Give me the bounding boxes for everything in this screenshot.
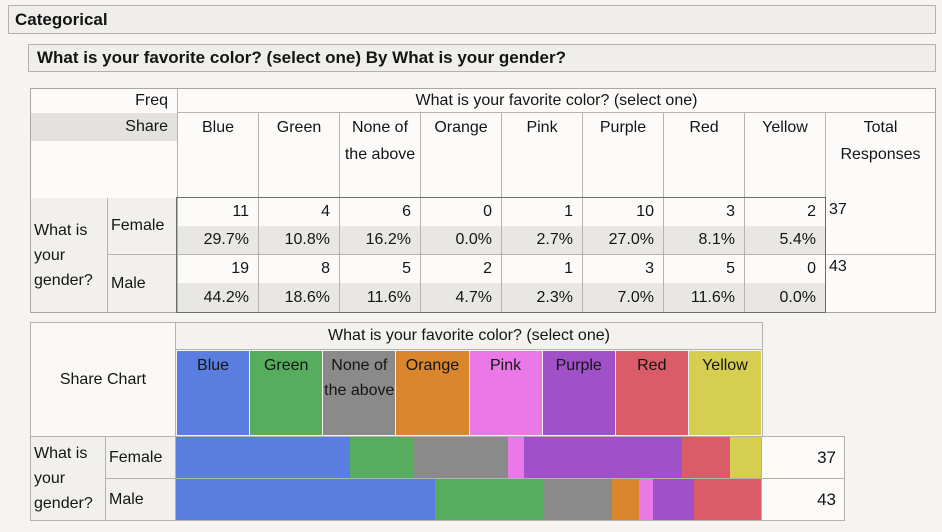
col-header-total-responses: Total Responses — [825, 113, 935, 198]
count-male-blue: 19 — [177, 255, 258, 283]
row-label-male: Male — [107, 255, 177, 312]
share-chart-row-group-label: What is your gender? — [30, 436, 106, 521]
share-chart-row-label-female: Female — [105, 436, 176, 479]
count-male-purple: 3 — [582, 255, 663, 283]
legend-swatch-purple: Purple — [542, 351, 615, 435]
share-male-blue: 44.2% — [177, 283, 258, 312]
outline-title-report-label: What is your favorite color? (select one… — [37, 48, 566, 67]
column-span-header: What is your favorite color? (select one… — [177, 89, 935, 113]
share-chart-total-male: 43 — [761, 478, 845, 521]
share-female-blue: 29.7% — [177, 226, 258, 255]
share-female-yellow: 5.4% — [744, 226, 825, 255]
col-header-blue: Blue — [177, 113, 258, 198]
share-chart-title: Share Chart — [30, 322, 176, 437]
freq-share-table: Freq What is your favorite color? (selec… — [30, 88, 936, 313]
share-bar-male — [175, 478, 763, 521]
count-female-orange: 0 — [420, 198, 501, 226]
bar-segment-female-red — [682, 437, 730, 478]
col-header-none-of-the-above: None of the above — [339, 113, 420, 198]
count-female-pink: 1 — [501, 198, 582, 226]
share-bar-female — [175, 436, 763, 479]
share-female-red: 8.1% — [663, 226, 744, 255]
header-spacer — [31, 141, 177, 198]
legend-swatch-pink: Pink — [469, 351, 542, 435]
share-male-red: 11.6% — [663, 283, 744, 312]
count-female-none: 6 — [339, 198, 420, 226]
total-responses-female: 37 — [825, 198, 935, 255]
share-female-orange: 0.0% — [420, 226, 501, 255]
bar-segment-male-purple — [652, 479, 694, 520]
total-responses-male: 43 — [825, 255, 935, 312]
bar-segment-male-orange — [611, 479, 640, 520]
share-chart-row-label-male: Male — [105, 478, 176, 521]
bar-segment-female-none-of-the-above — [413, 437, 509, 478]
count-female-green: 4 — [258, 198, 339, 226]
count-female-blue: 11 — [177, 198, 258, 226]
count-male-pink: 1 — [501, 255, 582, 283]
legend-swatch-yellow: Yellow — [688, 351, 761, 435]
col-header-green: Green — [258, 113, 339, 198]
bar-segment-male-pink — [639, 479, 653, 520]
count-male-green: 8 — [258, 255, 339, 283]
legend-swatch-red: Red — [615, 351, 688, 435]
bar-segment-male-green — [435, 479, 544, 520]
bar-segment-female-blue — [176, 437, 351, 478]
col-header-purple: Purple — [582, 113, 663, 198]
count-male-none: 5 — [339, 255, 420, 283]
share-chart-panel: Share Chart What is your favorite color?… — [30, 322, 845, 521]
count-male-red: 5 — [663, 255, 744, 283]
legend-swatch-orange: Orange — [396, 351, 469, 435]
col-header-yellow: Yellow — [744, 113, 825, 198]
outline-title-categorical-label: Categorical — [15, 9, 108, 29]
measure-label-freq: Freq — [135, 92, 168, 109]
col-header-red: Red — [663, 113, 744, 198]
share-male-pink: 2.3% — [501, 283, 582, 312]
bar-segment-male-none-of-the-above — [543, 479, 612, 520]
legend-swatch-none-of-the-above: None of the above — [323, 351, 396, 435]
bar-segment-female-purple — [524, 437, 683, 478]
share-male-green: 18.6% — [258, 283, 339, 312]
outline-title-report[interactable]: What is your favorite color? (select one… — [28, 44, 936, 72]
row-label-female: Female — [107, 198, 177, 255]
share-female-none: 16.2% — [339, 226, 420, 255]
count-female-red: 3 — [663, 198, 744, 226]
share-female-green: 10.8% — [258, 226, 339, 255]
col-header-pink: Pink — [501, 113, 582, 198]
share-male-purple: 7.0% — [582, 283, 663, 312]
share-chart-legend: Blue Green None of the above Orange Pink… — [175, 349, 763, 437]
share-chart-span-header: What is your favorite color? (select one… — [175, 322, 763, 350]
bar-segment-female-green — [350, 437, 414, 478]
share-male-orange: 4.7% — [420, 283, 501, 312]
outline-title-categorical[interactable]: Categorical — [8, 5, 936, 34]
bar-segment-male-red — [693, 479, 762, 520]
share-female-purple: 27.0% — [582, 226, 663, 255]
share-female-pink: 2.7% — [501, 226, 582, 255]
count-female-yellow: 2 — [744, 198, 825, 226]
legend-swatch-blue: Blue — [177, 351, 250, 435]
count-male-yellow: 0 — [744, 255, 825, 283]
count-female-purple: 10 — [582, 198, 663, 226]
share-chart-total-female: 37 — [761, 436, 845, 479]
share-male-none: 11.6% — [339, 283, 420, 312]
col-header-orange: Orange — [420, 113, 501, 198]
legend-swatch-green: Green — [250, 351, 323, 435]
share-male-yellow: 0.0% — [744, 283, 825, 312]
count-male-orange: 2 — [420, 255, 501, 283]
row-group-label: What is your gender? — [31, 198, 107, 312]
bar-segment-female-pink — [508, 437, 525, 478]
bar-segment-male-blue — [176, 479, 435, 520]
measure-label-share: Share — [31, 113, 177, 141]
bar-segment-female-yellow — [729, 437, 762, 478]
